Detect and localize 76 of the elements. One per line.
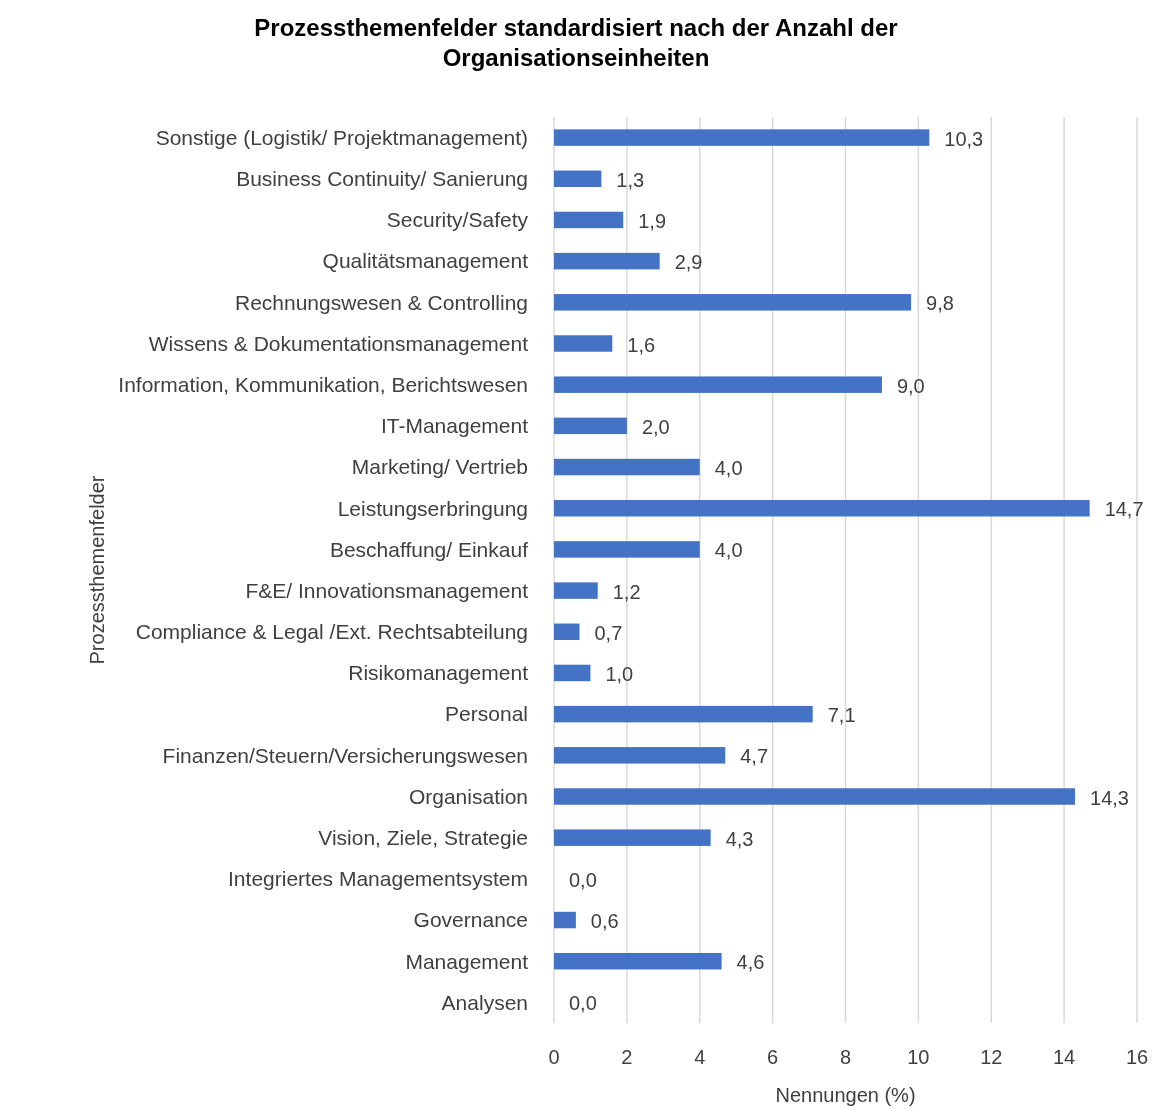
bar bbox=[554, 582, 598, 599]
bar bbox=[554, 623, 580, 641]
x-tick-label: 14 bbox=[1053, 1046, 1076, 1068]
bar bbox=[554, 747, 726, 764]
bar bbox=[554, 829, 711, 846]
x-tick-label: 4 bbox=[694, 1046, 706, 1068]
bar bbox=[554, 705, 813, 723]
data-label: 0,0 bbox=[569, 992, 597, 1015]
bar bbox=[554, 376, 882, 393]
y-axis-title: Prozessthemenfelder bbox=[86, 475, 109, 665]
chart-title: Prozessthemenfelder standardisiert nach der Anzahl der Organisationseinheiten bbox=[254, 14, 898, 71]
data-label: 4,7 bbox=[740, 745, 769, 768]
bar bbox=[554, 252, 660, 270]
y-tick-label: Security/Safety bbox=[386, 208, 529, 232]
data-label: 9,0 bbox=[896, 374, 925, 397]
x-tick-label: 10 bbox=[907, 1046, 930, 1068]
data-label: 4,3 bbox=[725, 827, 754, 850]
data-label: 2,0 bbox=[641, 415, 670, 438]
y-tick-label: Finanzen/Steuern/Versicherungswesen bbox=[162, 743, 528, 767]
data-label: 1,2 bbox=[612, 580, 641, 603]
x-tick-label: 16 bbox=[1125, 1046, 1149, 1068]
y-tick-label: Compliance & Legal /Ext. Rechtsabteilung bbox=[135, 620, 528, 644]
x-tick-label: 2 bbox=[621, 1046, 633, 1068]
y-tick-label: Governance bbox=[413, 908, 528, 932]
y-tick-label: Organisation bbox=[408, 784, 528, 808]
data-label: 4,0 bbox=[714, 457, 743, 480]
bar bbox=[554, 499, 1090, 517]
x-tick-label: 6 bbox=[767, 1046, 779, 1068]
y-tick-label: Personal bbox=[445, 702, 528, 726]
y-tick-label: Beschaffung/ Einkauf bbox=[329, 537, 529, 561]
data-label: 14,7 bbox=[1104, 498, 1144, 521]
y-tick-label: Sonstige (Logistik/ Projektmanagement) bbox=[155, 125, 528, 149]
y-tick-label: Information, Kommunikation, Berichtswesen bbox=[118, 373, 528, 397]
y-tick-label: Integriertes Managementsystem bbox=[228, 867, 528, 891]
y-tick-label: Qualitätsmanagement bbox=[322, 249, 529, 273]
bar bbox=[554, 170, 602, 188]
data-label: 0,7 bbox=[594, 621, 623, 644]
bar bbox=[554, 788, 1076, 805]
y-tick-label: Wissens & Dokumentationsmanagement bbox=[148, 331, 529, 355]
bar bbox=[554, 211, 624, 229]
x-tick-label: 0 bbox=[548, 1046, 560, 1068]
x-tick-label: 12 bbox=[980, 1046, 1003, 1068]
x-tick-label: 8 bbox=[839, 1046, 852, 1068]
data-label: 0,0 bbox=[569, 868, 597, 891]
data-label: 14,3 bbox=[1090, 786, 1129, 809]
data-label: 1,9 bbox=[638, 209, 667, 232]
data-label: 10,3 bbox=[944, 127, 984, 150]
data-label: 0,6 bbox=[590, 910, 619, 933]
data-label: 4,6 bbox=[736, 951, 765, 974]
bar bbox=[554, 541, 700, 558]
y-tick-label: Analysen bbox=[441, 990, 528, 1014]
data-label: 4,0 bbox=[714, 539, 743, 562]
y-tick-label: Business Continuity/ Sanierung bbox=[236, 167, 528, 191]
bar bbox=[554, 952, 722, 970]
y-tick-label: Rechnungswesen & Controlling bbox=[234, 290, 528, 314]
bar bbox=[554, 129, 930, 146]
x-axis-title: Nennungen (%) bbox=[775, 1084, 916, 1106]
data-label: 2,9 bbox=[674, 251, 703, 274]
y-tick-label: Leistungserbringung bbox=[337, 496, 528, 520]
y-tick-label: Marketing/ Vertrieb bbox=[351, 455, 528, 479]
data-label: 7,1 bbox=[827, 704, 856, 727]
bar bbox=[554, 417, 627, 435]
y-tick-label: Risikomanagement bbox=[348, 661, 529, 685]
data-label: 1,3 bbox=[616, 168, 645, 191]
data-label: 1,0 bbox=[605, 662, 634, 685]
data-label: 1,6 bbox=[627, 333, 656, 356]
y-tick-label: IT-Management bbox=[380, 414, 529, 438]
bar bbox=[554, 335, 613, 352]
y-tick-label: Management bbox=[405, 949, 529, 973]
bar bbox=[554, 458, 700, 476]
y-tick-label: Vision, Ziele, Strategie bbox=[318, 826, 528, 850]
bar bbox=[554, 294, 912, 311]
bar bbox=[554, 664, 591, 682]
bar bbox=[554, 911, 576, 929]
y-tick-label: F&E/ Innovationsmanagement bbox=[245, 578, 529, 602]
data-label: 9,8 bbox=[926, 292, 954, 315]
